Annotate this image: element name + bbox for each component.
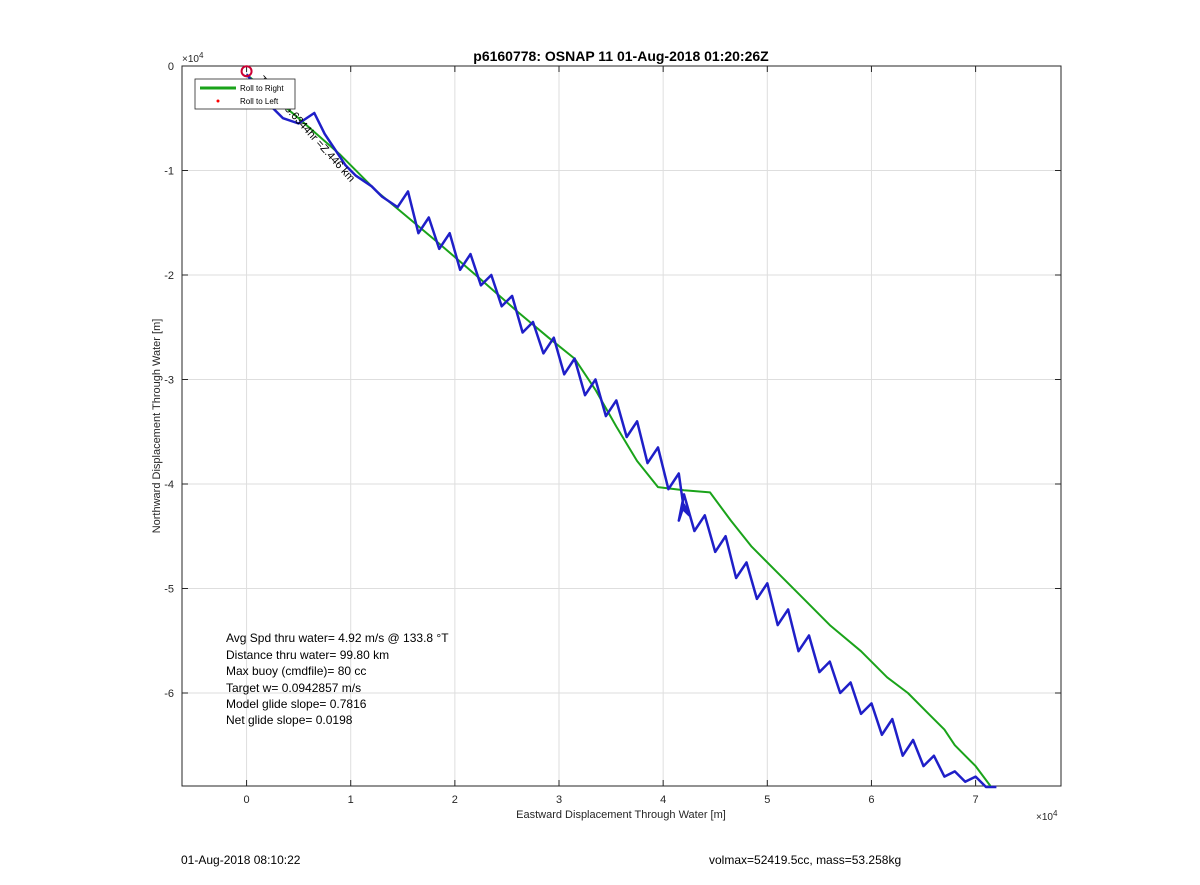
x-tick-label: 4	[660, 794, 666, 806]
legend: Roll to Right Roll to Left	[194, 78, 296, 110]
stat-avg-speed: Avg Spd thru water= 4.92 m/s @ 133.8 °T	[226, 631, 449, 645]
x-tick-label: 2	[452, 794, 458, 806]
y-exponent-label: ×104	[182, 51, 204, 65]
stat-max-buoy: Max buoy (cmdfile)= 80 cc	[226, 664, 366, 678]
stats-textbox: Avg Spd thru water= 4.92 m/s @ 133.8 °T …	[226, 631, 449, 727]
legend-label-roll-right: Roll to Right	[240, 84, 284, 93]
y-tick-label: -6	[164, 688, 174, 700]
grid	[182, 65, 1061, 786]
stat-target-w: Target w= 0.0942857 m/s	[226, 681, 361, 695]
x-tick-label: 5	[764, 794, 770, 806]
y-tick-label: -3	[164, 374, 174, 386]
series-line-track	[245, 73, 997, 789]
x-tick-label: 3	[556, 794, 562, 806]
legend-swatch-roll-left	[216, 99, 220, 103]
y-tick-label: -1	[164, 165, 174, 177]
start-marker	[240, 65, 253, 78]
x-tick-label: 0	[244, 794, 250, 806]
series-line-roll-right	[245, 73, 993, 788]
x-exponent-label: ×104	[1036, 809, 1058, 823]
axis-ticks: 0 1 2 3 4 5 6 7 0 -1 -2 -3 -4 -5 -6	[164, 61, 1061, 806]
legend-label-roll-left: Roll to Left	[240, 97, 279, 106]
x-tick-label: 7	[973, 794, 979, 806]
y-tick-label: -4	[164, 479, 174, 491]
stat-distance: Distance thru water= 99.80 km	[226, 648, 389, 662]
footer-volmax-mass: volmax=52419.5cc, mass=53.258kg	[709, 853, 902, 867]
x-tick-label: 6	[868, 794, 874, 806]
plot-area	[181, 65, 1062, 787]
stat-net-glide: Net glide slope= 0.0198	[226, 713, 353, 727]
y-axis-label: Northward Displacement Through Water [m]	[151, 319, 163, 534]
chart-title: p6160778: OSNAP 11 01-Aug-2018 01:20:26Z	[473, 48, 769, 64]
stat-model-glide: Model glide slope= 0.7816	[226, 697, 367, 711]
y-tick-label: 0	[168, 61, 174, 73]
y-tick-label: -5	[164, 583, 174, 595]
x-tick-label: 1	[348, 794, 354, 806]
series	[240, 65, 997, 789]
legend-box	[194, 78, 296, 110]
x-axis-label: Eastward Displacement Through Water [m]	[516, 809, 726, 821]
footer-timestamp: 01-Aug-2018 08:10:22	[181, 853, 301, 867]
y-tick-label: -2	[164, 270, 174, 282]
